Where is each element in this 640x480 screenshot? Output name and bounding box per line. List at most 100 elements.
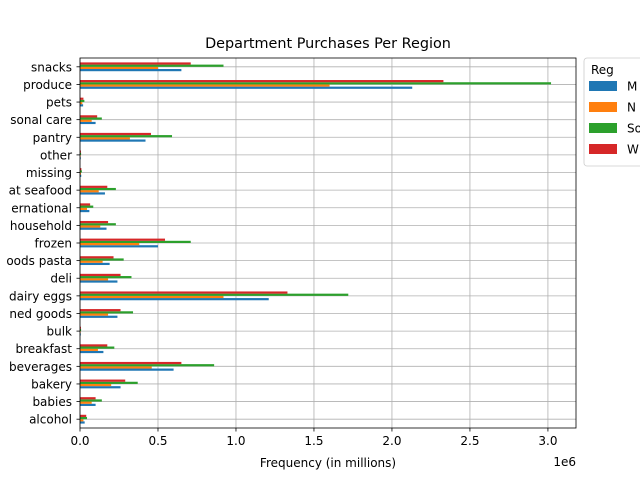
bar-So-produce — [80, 82, 552, 85]
y-tick-label-meat-seafood: at seafood — [9, 184, 72, 198]
grid-lines — [79, 58, 576, 428]
y-tick-label-bulk: bulk — [46, 325, 72, 339]
y-tick-label-pets: pets — [46, 96, 72, 110]
bar-So-pantry — [80, 135, 173, 138]
bar-N-beverages — [80, 366, 152, 369]
y-tick-label-breakfast: breakfast — [15, 342, 72, 356]
bar-So-dry-goods-pasta — [80, 258, 124, 261]
bar-N-snacks — [80, 66, 158, 70]
bar-W-bulk — [80, 326, 81, 329]
bar-So-other — [80, 152, 82, 155]
bar-So-missing — [80, 170, 82, 173]
legend: Reg MN So W — [583, 57, 640, 167]
bar-So-bulk — [80, 328, 82, 332]
bar-N-deli — [80, 278, 109, 281]
chart-title: Department Purchases Per Region — [205, 36, 451, 52]
y-tick-label-pantry: pantry — [33, 131, 72, 145]
bar-M-pantry — [80, 139, 146, 142]
bar-M-dry-goods-pasta — [80, 262, 110, 266]
bar-N-bakery — [80, 383, 112, 387]
y-tick-label-produce: produce — [23, 78, 72, 92]
bar-W-international — [80, 203, 91, 206]
x-axis-offset-label: 1e6 — [553, 455, 576, 469]
bar-N-pantry — [80, 137, 130, 140]
legend-swatch-M — [589, 81, 617, 91]
bar-W-household — [80, 220, 109, 224]
bar-M-international — [80, 209, 90, 213]
x-tick-label: 2.0 — [382, 434, 401, 448]
bar-M-household — [80, 227, 107, 230]
x-axis-label: Frequency (in millions) — [260, 456, 396, 470]
y-tick-label-dairy-eggs: dairy eggs — [9, 289, 72, 303]
bar-W-other — [80, 150, 81, 153]
bar-M-breakfast — [80, 350, 104, 354]
legend-title: Reg — [591, 63, 614, 77]
bar-So-snacks — [80, 64, 224, 67]
bar-So-deli — [80, 276, 132, 279]
legend-label-W: W — [627, 143, 639, 157]
y-tick-label-deli: deli — [50, 272, 72, 286]
bar-So-bakery — [80, 381, 138, 384]
x-tick-label: 0.0 — [70, 434, 89, 448]
bar-W-alcohol — [80, 414, 87, 417]
bar-M-meat-seafood — [80, 192, 105, 195]
bar-N-canned-goods — [80, 313, 109, 316]
y-axis-ticks: alcohol babies bakery beverages breakfast bul… — [6, 60, 80, 427]
bar-So-canned-goods — [80, 311, 134, 314]
bar-M-personal-care — [80, 121, 96, 125]
y-tick-label-household: household — [10, 219, 72, 233]
y-tick-label-missing: missing — [26, 166, 72, 180]
bar-So-personal-care — [80, 117, 102, 120]
legend-swatch-W — [589, 144, 617, 154]
bar-group — [80, 62, 552, 424]
x-tick-label: 0.5 — [148, 434, 167, 448]
bar-M-missing — [80, 174, 82, 177]
x-tick-label: 1.0 — [226, 434, 245, 448]
bar-W-personal-care — [80, 115, 98, 118]
bar-N-personal-care — [80, 119, 92, 122]
bar-W-breakfast — [80, 344, 108, 347]
bar-M-babies — [80, 403, 96, 406]
y-tick-label-bakery: bakery — [31, 377, 72, 391]
bar-N-pets — [80, 102, 83, 105]
bar-So-dairy-eggs — [80, 293, 349, 296]
bar-M-deli — [80, 280, 118, 283]
bar-M-alcohol — [80, 421, 85, 424]
bar-M-pets — [80, 104, 84, 107]
y-tick-label-canned-goods: ned goods — [9, 307, 72, 321]
bar-N-meat-seafood — [80, 190, 99, 193]
legend-swatch-So — [589, 123, 617, 133]
bar-W-dry-goods-pasta — [80, 256, 114, 259]
legend-label-M: M — [627, 80, 637, 94]
bar-So-household — [80, 223, 116, 226]
bar-W-frozen — [80, 238, 166, 241]
bar-So-breakfast — [80, 346, 115, 349]
bar-W-dairy-eggs — [80, 291, 288, 294]
bar-M-bakery — [80, 386, 121, 389]
bar-N-dairy-eggs — [80, 295, 224, 299]
x-tick-label: 3.0 — [538, 434, 557, 448]
y-tick-label-babies: babies — [32, 395, 72, 409]
y-tick-label-snacks: snacks — [31, 60, 72, 74]
bar-W-canned-goods — [80, 309, 121, 312]
bar-N-breakfast — [80, 348, 98, 351]
x-tick-label: 2.5 — [460, 434, 479, 448]
y-tick-label-alcohol: alcohol — [29, 413, 72, 427]
y-tick-label-dry-goods-pasta: oods pasta — [6, 254, 72, 268]
bar-N-household — [80, 225, 101, 228]
bar-W-meat-seafood — [80, 185, 108, 188]
bar-W-beverages — [80, 361, 182, 365]
y-tick-label-other: other — [40, 148, 72, 162]
bar-M-snacks — [80, 69, 182, 72]
y-tick-label-personal-care: sonal care — [10, 113, 72, 127]
y-tick-label-beverages: beverages — [9, 360, 72, 374]
bar-W-deli — [80, 273, 121, 277]
y-tick-label-international: ernational — [11, 201, 72, 215]
bar-M-beverages — [80, 368, 174, 371]
bar-So-babies — [80, 399, 102, 402]
bar-W-produce — [80, 80, 444, 83]
x-axis-ticks: 0.0 0.5 1.0 1.5 2.0 2.5 3.0 — [70, 428, 557, 448]
bar-M-produce — [80, 86, 413, 89]
x-tick-label: 1.5 — [304, 434, 323, 448]
